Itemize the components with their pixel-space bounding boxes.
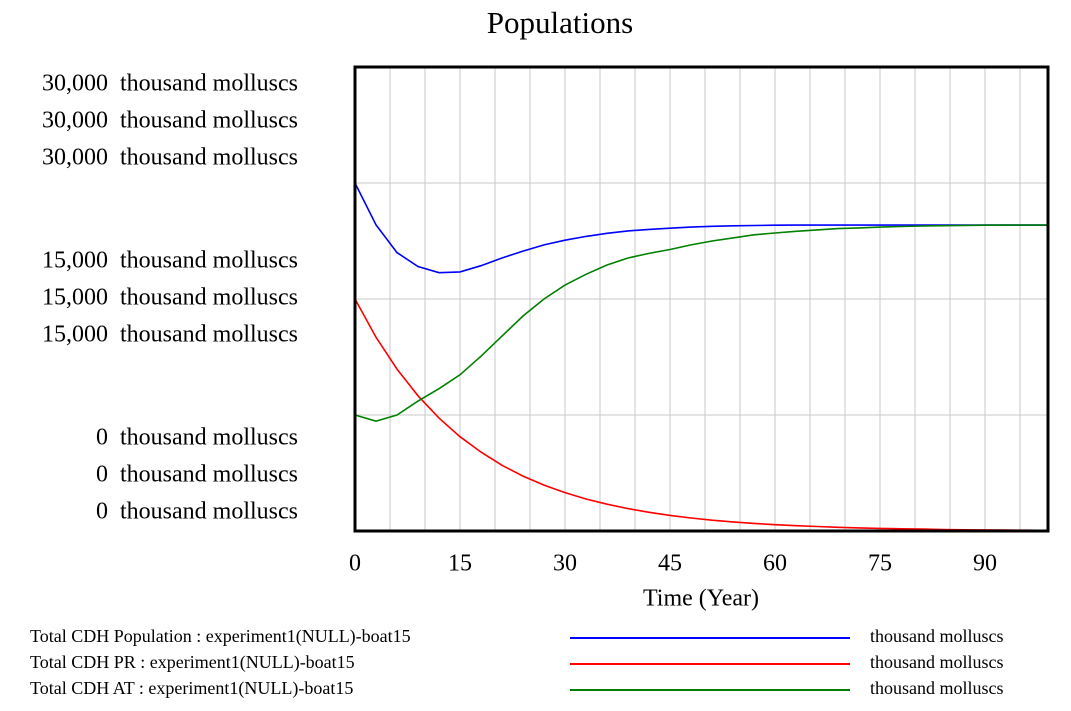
y-tick-label: 15,000 — [42, 248, 108, 274]
y-axis-unit: thousand molluscs — [120, 248, 298, 274]
y-tick-label: 30,000 — [42, 145, 108, 171]
y-axis-unit: thousand molluscs — [120, 499, 298, 525]
plot-border — [353, 65, 1050, 533]
legend-unit: thousand molluscs — [870, 652, 1004, 672]
y-tick-label: 30,000 — [42, 71, 108, 97]
x-tick-label: 90 — [973, 551, 997, 577]
y-tick-label: 0 — [96, 462, 108, 488]
y-axis-unit: thousand molluscs — [120, 285, 298, 311]
x-tick-label: 30 — [553, 551, 577, 577]
y-axis-unit: thousand molluscs — [120, 108, 298, 134]
legend-unit: thousand molluscs — [870, 626, 1004, 646]
y-axis-unit: thousand molluscs — [120, 462, 298, 488]
series-line — [354, 182, 1048, 274]
x-tick-label: 15 — [448, 551, 472, 577]
series-line — [354, 298, 1049, 532]
legend-label: Total CDH AT : experiment1(NULL)-boat15 — [30, 678, 353, 699]
y-tick-label: 30,000 — [42, 108, 108, 134]
y-axis-unit: thousand molluscs — [120, 71, 298, 97]
legend-unit: thousand molluscs — [870, 678, 1004, 698]
x-tick-label: 60 — [763, 551, 787, 577]
y-axis-unit: thousand molluscs — [120, 425, 298, 451]
x-tick-label: 0 — [349, 551, 361, 577]
y-tick-label: 0 — [96, 499, 108, 525]
y-axis-unit: thousand molluscs — [120, 145, 298, 171]
x-tick-label: 75 — [868, 551, 892, 577]
series-line — [354, 224, 1048, 423]
y-axis-unit: thousand molluscs — [120, 322, 298, 348]
x-tick-label: 45 — [658, 551, 682, 577]
legend-label: Total CDH Population : experiment1(NULL)… — [30, 626, 411, 647]
x-axis-label: Time (Year) — [643, 586, 759, 612]
legend-label: Total CDH PR : experiment1(NULL)-boat15 — [30, 652, 355, 673]
y-tick-label: 15,000 — [42, 285, 108, 311]
chart-title: Populations — [487, 5, 633, 40]
y-tick-label: 15,000 — [42, 322, 108, 348]
y-tick-label: 0 — [96, 425, 108, 451]
